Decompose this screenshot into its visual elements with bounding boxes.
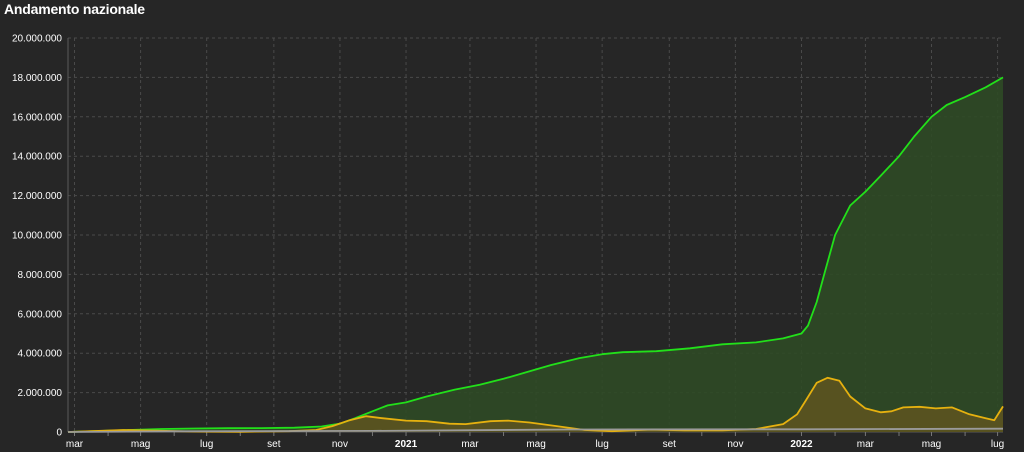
x-tick-label: lug (595, 439, 608, 450)
x-tick-label: nov (332, 439, 348, 450)
x-tick-label: lug (200, 439, 213, 450)
y-tick-label: 0 (56, 428, 62, 439)
x-axis-ticks: mar mag lug set nov 2021 mar mag lug set nov 2022 ma… (66, 439, 1004, 450)
x-tick-label: 2021 (395, 439, 418, 450)
y-tick-label: 8.000.000 (18, 270, 63, 281)
series-lines (67, 76, 1004, 433)
y-tick-label: 4.000.000 (18, 349, 63, 360)
series-line-0 (67, 76, 1004, 433)
y-tick-label: 12.000.000 (12, 191, 62, 202)
x-tick-label: mar (66, 439, 84, 450)
y-tick-label: 10.000.000 (12, 231, 62, 242)
x-tick-label: lug (991, 439, 1004, 450)
series-area-0 (68, 77, 1003, 433)
x-tick-label: mar (857, 439, 875, 450)
chart-title: Andamento nazionale (4, 1, 145, 17)
y-tick-label: 16.000.000 (12, 112, 62, 123)
x-tick-label: mag (922, 439, 941, 450)
x-tick-label: mar (461, 439, 479, 450)
y-axis-ticks: 0 2.000.000 4.000.000 6.000.000 8.000.000 10.… (12, 34, 63, 439)
series-areas (68, 77, 1003, 433)
x-tick-label: mag (131, 439, 150, 450)
x-tick-label: 2022 (790, 439, 813, 450)
y-tick-label: 2.000.000 (18, 388, 63, 399)
series-line-1 (67, 376, 1004, 433)
x-tick-label: mag (526, 439, 545, 450)
series-area-1 (68, 377, 1003, 432)
y-tick-label: 18.000.000 (12, 73, 62, 84)
x-tick-label: set (267, 439, 281, 450)
y-tick-label: 6.000.000 (18, 309, 63, 320)
y-tick-label: 20.000.000 (12, 34, 62, 45)
x-tick-label: nov (727, 439, 743, 450)
x-tick-label: set (663, 439, 677, 450)
y-tick-label: 14.000.000 (12, 152, 62, 163)
series-line-2 (67, 427, 1004, 433)
